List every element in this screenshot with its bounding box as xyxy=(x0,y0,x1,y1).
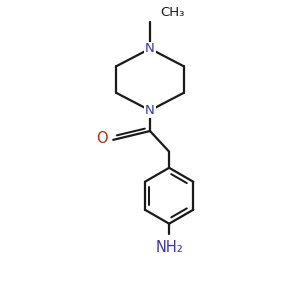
Text: CH₃: CH₃ xyxy=(160,6,185,19)
Text: NH₂: NH₂ xyxy=(155,240,183,255)
Text: O: O xyxy=(96,131,107,146)
Text: N: N xyxy=(145,42,155,55)
Text: N: N xyxy=(145,104,155,117)
